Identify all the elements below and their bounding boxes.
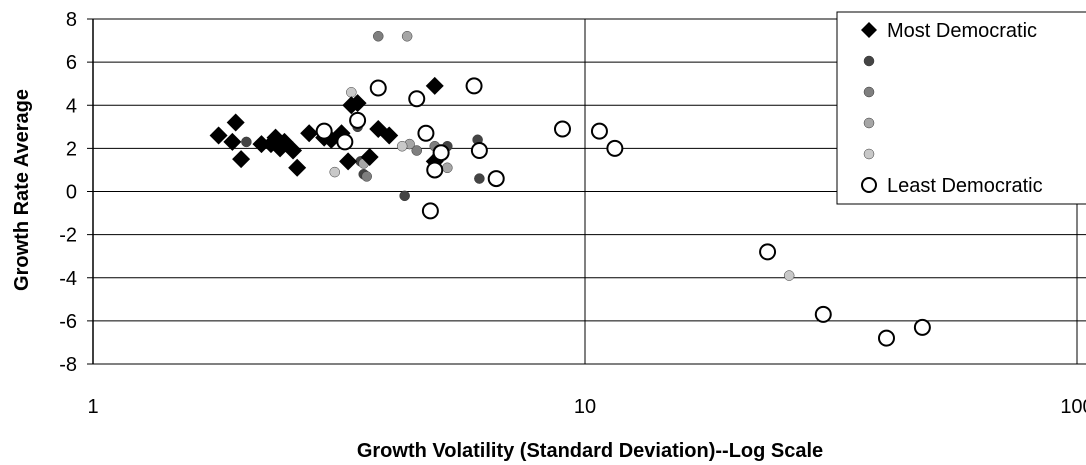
x-axis-title: Growth Volatility (Standard Deviation)--… <box>357 440 823 462</box>
data-point <box>252 135 271 154</box>
data-point <box>426 161 444 179</box>
data-point <box>421 202 439 220</box>
data-point <box>417 124 435 142</box>
y-tick-label: 8 <box>66 9 77 31</box>
y-tick-label: 2 <box>66 138 77 160</box>
data-point <box>474 173 485 184</box>
x-tick-label: 10 <box>574 396 596 418</box>
data-point <box>590 122 608 140</box>
data-point <box>226 113 245 132</box>
data-point <box>814 305 832 323</box>
y-tick-label: 0 <box>66 182 77 204</box>
data-point <box>380 126 399 145</box>
data-point <box>783 270 795 281</box>
legend-box <box>836 11 1086 205</box>
data-point <box>411 145 422 156</box>
y-tick-label: -4 <box>59 268 77 290</box>
data-point <box>432 144 450 162</box>
tick-labels: 8 6 4 2 0 -2 -4 -6 -8 1 10 100 <box>59 9 1086 418</box>
data-point <box>401 31 413 42</box>
data-point <box>288 158 307 177</box>
legend-marker <box>863 117 875 129</box>
data-point <box>223 132 242 151</box>
data-point <box>913 318 931 336</box>
data-point <box>425 76 444 95</box>
data-point <box>329 166 340 178</box>
legend-label: Most Democratic <box>887 20 1037 42</box>
legend-label: Least Democratic <box>887 175 1043 197</box>
data-point <box>336 133 354 151</box>
data-point <box>606 139 624 157</box>
data-point <box>349 111 367 129</box>
data-point <box>346 87 357 98</box>
y-tick-label: -6 <box>59 311 77 333</box>
data-point <box>241 136 252 148</box>
data-point <box>553 120 571 138</box>
data-point <box>373 31 384 42</box>
data-point <box>408 90 426 108</box>
y-tick-label: 6 <box>66 52 77 74</box>
data-point <box>399 190 410 202</box>
data-point <box>877 329 895 347</box>
y-tick-label: -8 <box>59 354 77 376</box>
data-point <box>209 126 228 145</box>
y-tick-label: 4 <box>66 95 77 117</box>
data-point <box>361 171 372 182</box>
legend-marker <box>861 177 877 193</box>
y-tick-label: -2 <box>59 225 77 247</box>
data-point <box>487 170 505 188</box>
legend-marker <box>863 148 875 160</box>
data-point <box>339 152 358 171</box>
y-axis-title: Growth Rate Average <box>11 89 33 291</box>
data-point <box>232 150 251 169</box>
data-point <box>284 141 303 160</box>
x-tick-label: 1 <box>87 396 98 418</box>
data-point <box>300 124 319 143</box>
data-point <box>315 122 333 140</box>
data-point <box>348 94 367 113</box>
data-point <box>759 243 777 261</box>
legend-marker <box>863 86 875 98</box>
data-point <box>369 79 387 97</box>
data-points <box>209 31 931 347</box>
x-tick-label: 100 <box>1060 396 1086 418</box>
legend: Most Democratic Least Democratic <box>836 11 1086 205</box>
data-point <box>465 77 483 95</box>
legend-marker <box>863 55 875 67</box>
axes <box>87 18 94 365</box>
data-point <box>470 142 488 160</box>
data-point <box>442 162 453 174</box>
data-point <box>396 140 408 152</box>
legend-marker <box>861 22 877 38</box>
data-point <box>360 148 379 166</box>
